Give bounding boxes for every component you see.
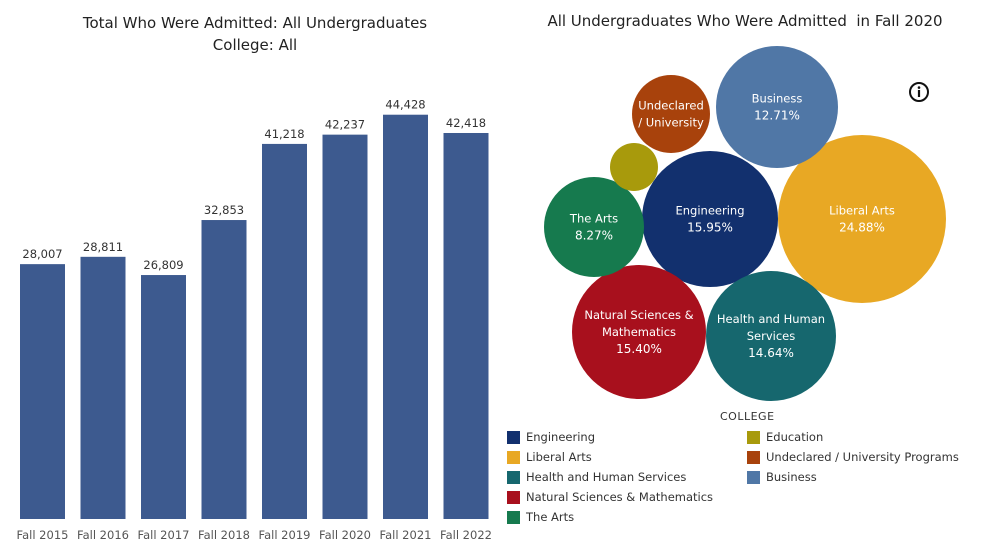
legend-item-liberal-arts[interactable]: Liberal Arts <box>507 448 592 466</box>
bubble-business[interactable] <box>716 46 838 168</box>
bar-chart-title-line2: College: All <box>212 36 298 54</box>
bubble-undeclared[interactable] <box>632 75 710 153</box>
bubble-engineering[interactable] <box>642 151 778 287</box>
legend-item-engineering[interactable]: Engineering <box>507 428 595 446</box>
legend-swatch-the-arts <box>507 510 520 524</box>
bar-value-label-fall-2015: 28,007 <box>22 247 62 261</box>
bar-fall-2020[interactable] <box>322 134 368 519</box>
bubble-natural-sciences[interactable] <box>572 265 706 399</box>
bubble-the-arts[interactable] <box>544 177 644 277</box>
legend-label-engineering: Engineering <box>526 430 595 444</box>
bar-fall-2017[interactable] <box>141 275 186 519</box>
info-icon[interactable] <box>908 81 930 103</box>
bubble-label-the-arts: The Arts <box>569 212 618 226</box>
legend-swatch-business <box>747 470 760 484</box>
bar-fall-2018[interactable] <box>201 220 247 519</box>
legend-item-business[interactable]: Business <box>747 468 817 486</box>
bubble-pct-liberal-arts: 24.88% <box>839 221 885 235</box>
bubble-label-business: Business <box>752 92 803 106</box>
bubble-label-natural-sciences-line1: Natural Sciences & <box>584 308 693 322</box>
bubble-label-health-line2: Services <box>747 329 796 343</box>
bubble-pct-business: 12.71% <box>754 109 800 123</box>
legend-label-liberal-arts: Liberal Arts <box>526 450 592 464</box>
x-tick-label-fall-2021: Fall 2021 <box>380 528 432 542</box>
bubble-label-engineering: Engineering <box>676 204 745 218</box>
bar-chart: 28,007 Fall 2015 28,811 Fall 2016 26,809 Fall… <box>16 97 492 542</box>
legend-item-undeclared[interactable]: Undeclared / University Programs <box>747 448 959 466</box>
bubble-label-undeclared-line2: / University <box>638 116 704 130</box>
bar-fall-2022[interactable] <box>443 132 489 519</box>
legend-label-the-arts: The Arts <box>526 510 575 524</box>
x-tick-label-fall-2020: Fall 2020 <box>319 528 371 542</box>
bubble-chart-title: All Undergraduates Who Were Admitted in … <box>547 12 943 30</box>
legend-swatch-liberal-arts <box>507 450 520 464</box>
bar-value-label-fall-2017: 26,809 <box>143 258 183 272</box>
bar-chart-title: Total Who Were Admitted: All Undergradua… <box>5 12 505 56</box>
legend-swatch-health <box>507 470 520 484</box>
bar-value-label-fall-2022: 42,418 <box>446 116 486 130</box>
x-tick-label-fall-2017: Fall 2017 <box>138 528 190 542</box>
legend-swatch-engineering <box>507 430 520 444</box>
legend-item-education[interactable]: Education <box>747 428 823 446</box>
x-tick-label-fall-2016: Fall 2016 <box>77 528 129 542</box>
legend-label-health: Health and Human Services <box>526 470 687 484</box>
bar-chart-title-line1: Total Who Were Admitted: All Undergradua… <box>82 14 428 32</box>
bubble-pct-health: 14.64% <box>748 346 794 360</box>
legend-label-business: Business <box>766 470 817 484</box>
legend-swatch-education <box>747 430 760 444</box>
bubble-liberal-arts[interactable] <box>778 135 946 303</box>
bar-fall-2015[interactable] <box>20 264 65 519</box>
bar-value-label-fall-2021: 44,428 <box>385 98 425 112</box>
bubble-label-health-line1: Health and Human <box>717 312 825 326</box>
bar-fall-2016[interactable] <box>80 256 126 519</box>
bubble-label-liberal-arts: Liberal Arts <box>829 204 895 218</box>
bubble-pct-the-arts: 8.27% <box>575 229 613 243</box>
bar-value-label-fall-2020: 42,237 <box>325 118 365 132</box>
bubble-pct-natural-sciences: 15.40% <box>616 342 662 356</box>
legend-item-natural-sciences[interactable]: Natural Sciences & Mathematics <box>507 488 713 506</box>
legend-swatch-natural-sciences <box>507 490 520 504</box>
bubble-label-undeclared-line1: Undeclared <box>638 99 704 113</box>
legend-label-natural-sciences: Natural Sciences & Mathematics <box>526 490 714 504</box>
bar-value-label-fall-2018: 32,853 <box>204 203 244 217</box>
bubble-education[interactable] <box>610 143 658 191</box>
legend-label-education: Education <box>766 430 824 444</box>
bar-value-label-fall-2016: 28,811 <box>83 240 123 254</box>
x-tick-label-fall-2019: Fall 2019 <box>259 528 311 542</box>
bubble-pct-engineering: 15.95% <box>687 221 733 235</box>
bubble-label-natural-sciences-line2: Mathematics <box>602 325 676 339</box>
bar-fall-2019[interactable] <box>262 143 307 519</box>
bar-fall-2021[interactable] <box>383 114 428 519</box>
legend-label-undeclared: Undeclared / University Programs <box>766 450 959 464</box>
legend-title: COLLEGE <box>720 410 775 423</box>
legend-item-health[interactable]: Health and Human Services <box>507 468 686 486</box>
x-tick-label-fall-2015: Fall 2015 <box>17 528 69 542</box>
bubble-health[interactable] <box>706 271 836 401</box>
legend-swatch-undeclared <box>747 450 760 464</box>
legend-item-the-arts[interactable]: The Arts <box>507 508 574 526</box>
x-tick-label-fall-2022: Fall 2022 <box>440 528 492 542</box>
bar-value-label-fall-2019: 41,218 <box>264 127 304 141</box>
x-tick-label-fall-2018: Fall 2018 <box>198 528 250 542</box>
